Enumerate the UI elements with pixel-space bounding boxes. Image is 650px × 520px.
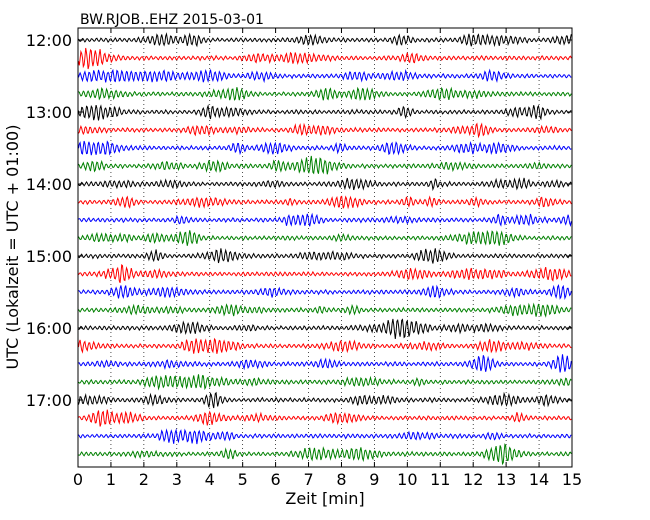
trace-line bbox=[78, 176, 572, 192]
x-tick-label: 6 bbox=[271, 470, 281, 489]
x-tick-label: 9 bbox=[369, 470, 379, 489]
y-axis-label: UTC (Lokalzeit = UTC + 01:00) bbox=[3, 125, 22, 370]
y-tick-label: 14:00 bbox=[26, 175, 72, 194]
x-tick-label: 2 bbox=[139, 470, 149, 489]
trace-line bbox=[78, 68, 572, 84]
y-tick-label: 13:00 bbox=[26, 103, 72, 122]
trace-line bbox=[78, 122, 572, 139]
trace-line bbox=[78, 32, 572, 48]
trace-line bbox=[78, 212, 572, 228]
trace-line bbox=[78, 86, 572, 102]
y-axis-ticks: 12:00 13:00 14:00 15:00 16:00 17:00 bbox=[26, 31, 572, 410]
x-tick-label: 3 bbox=[172, 470, 182, 489]
trace-line bbox=[78, 104, 572, 121]
x-tick-label: 15 bbox=[562, 470, 582, 489]
y-tick-label: 17:00 bbox=[26, 391, 72, 410]
trace-line bbox=[78, 264, 572, 284]
x-tick-label: 12 bbox=[463, 470, 483, 489]
x-tick-label: 11 bbox=[430, 470, 450, 489]
trace-line bbox=[78, 155, 572, 175]
x-axis-label: Zeit [min] bbox=[285, 489, 364, 508]
trace-line bbox=[78, 318, 572, 339]
trace-line bbox=[78, 337, 572, 354]
trace-line bbox=[78, 428, 572, 445]
trace-line bbox=[78, 283, 572, 300]
y-tick-label: 15:00 bbox=[26, 247, 72, 266]
plot-frame bbox=[77, 27, 573, 468]
trace-line bbox=[78, 354, 572, 373]
trace-line bbox=[78, 374, 572, 391]
trace-line bbox=[78, 47, 572, 70]
x-tick-label: 13 bbox=[496, 470, 516, 489]
x-axis-ticks: 0 1 2 3 4 5 6 7 8 9 10 11 12 13 14 15 bbox=[73, 28, 582, 489]
trace-line bbox=[78, 302, 572, 318]
x-tick-label: 0 bbox=[73, 470, 83, 489]
trace-line bbox=[78, 409, 572, 427]
trace-line bbox=[78, 140, 572, 156]
y-tick-label: 16:00 bbox=[26, 319, 72, 338]
trace-line bbox=[78, 391, 572, 409]
x-tick-label: 14 bbox=[529, 470, 549, 489]
y-tick-label: 12:00 bbox=[26, 31, 72, 50]
x-tick-label: 10 bbox=[397, 470, 417, 489]
trace-line bbox=[78, 248, 572, 264]
x-tick-label: 7 bbox=[303, 470, 313, 489]
x-tick-label: 5 bbox=[238, 470, 248, 489]
trace-line bbox=[78, 229, 572, 246]
x-tick-label: 8 bbox=[336, 470, 346, 489]
x-tick-label: 4 bbox=[205, 470, 215, 489]
x-tick-label: 1 bbox=[106, 470, 116, 489]
trace-line bbox=[78, 443, 572, 466]
trace-line bbox=[78, 195, 572, 210]
seismogram-traces bbox=[78, 32, 572, 466]
chart-title: BW.RJOB..EHZ 2015-03-01 bbox=[80, 12, 264, 28]
